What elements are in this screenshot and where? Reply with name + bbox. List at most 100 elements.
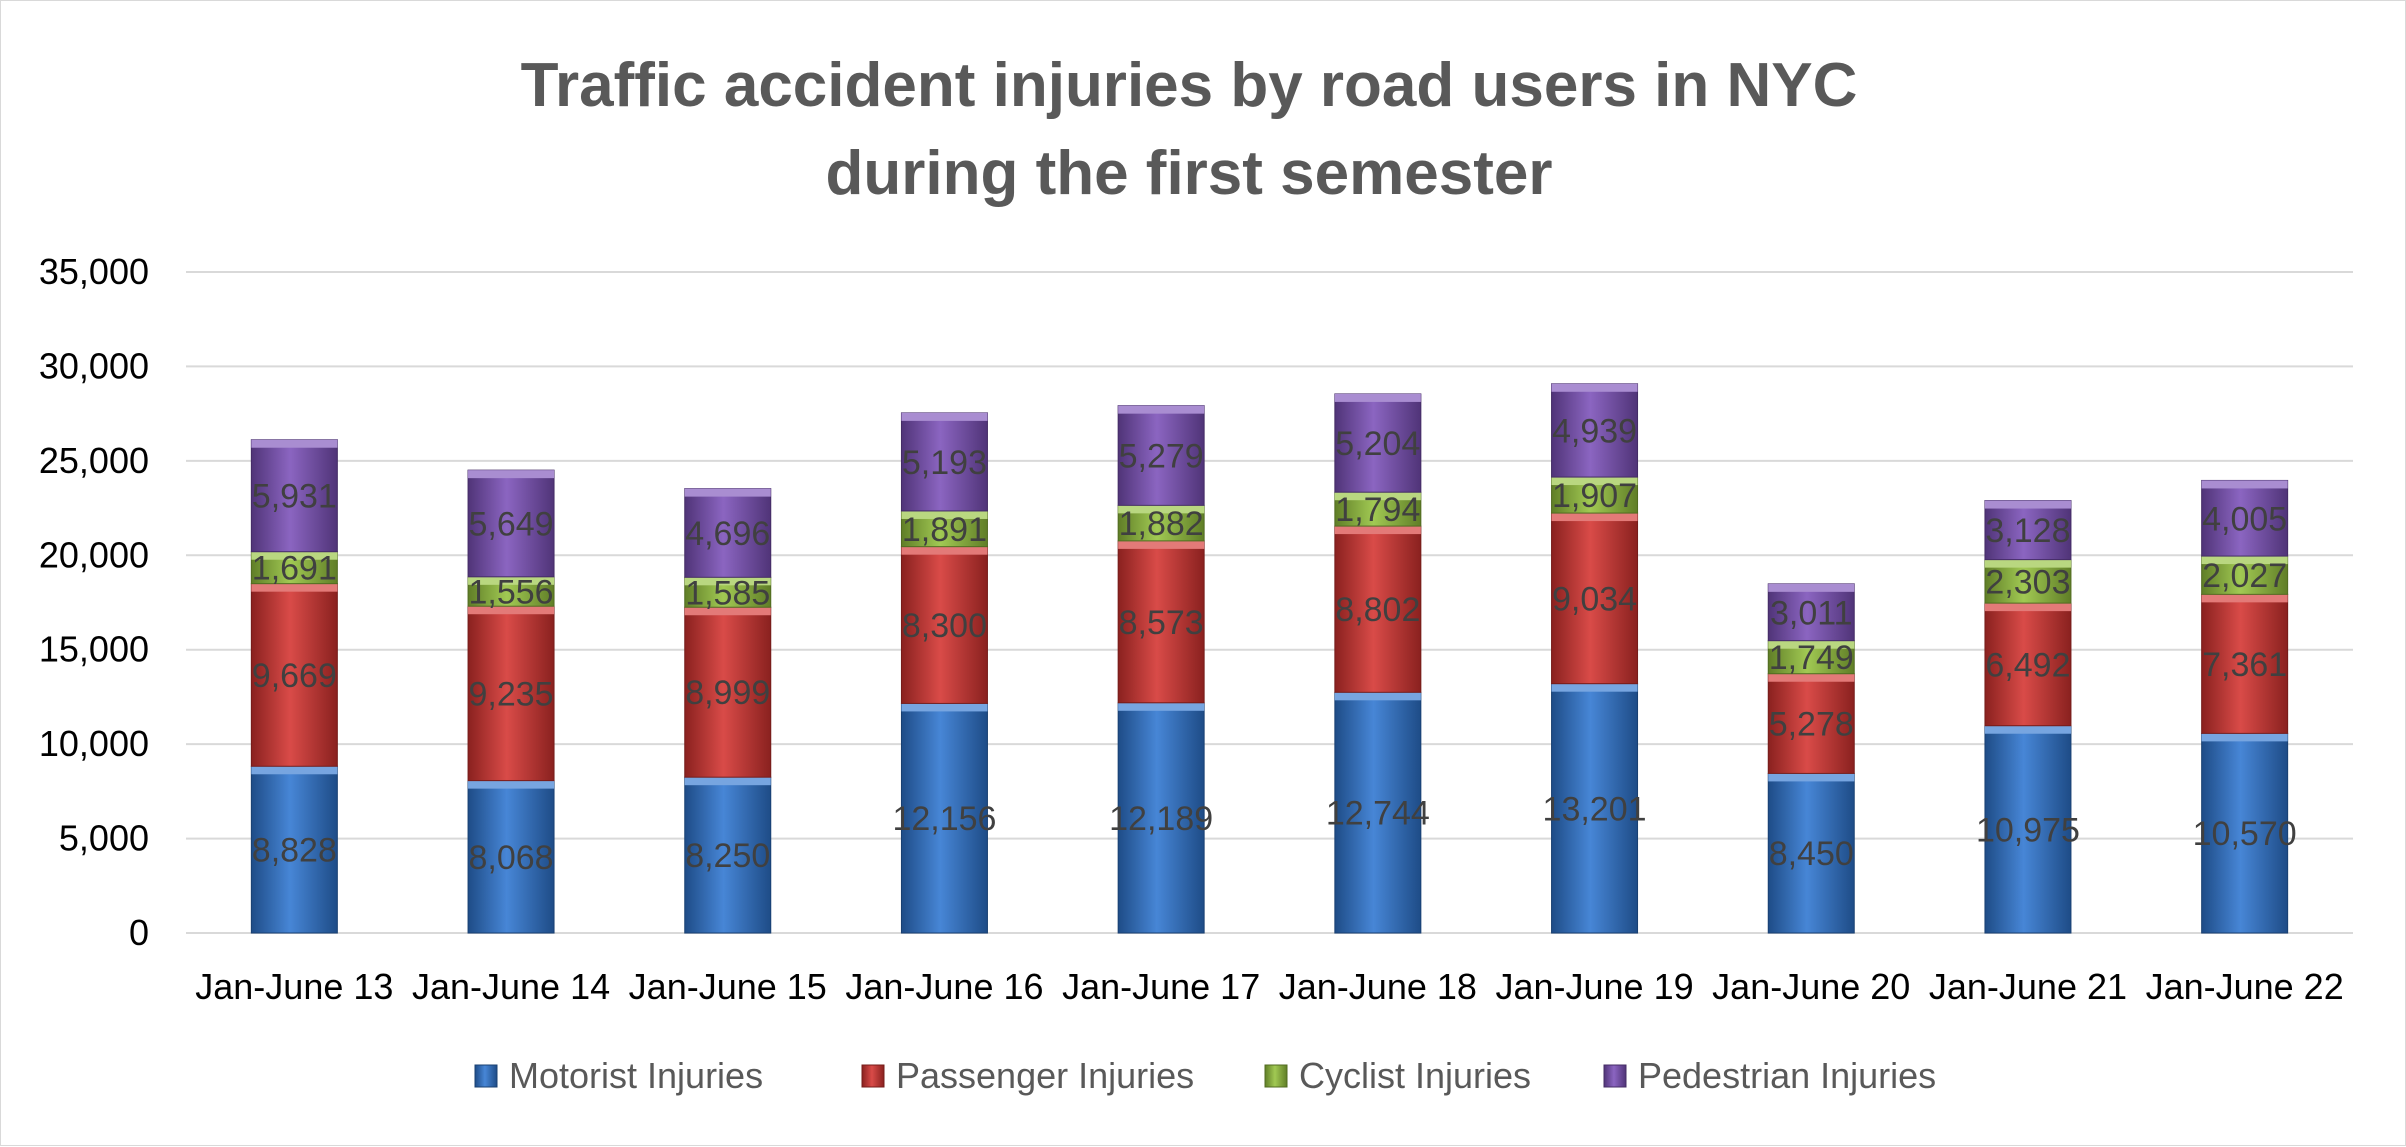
bar-top-bevel	[901, 412, 988, 421]
bar-segment-pedestrian-injuries	[1984, 500, 2072, 561]
bar	[2201, 593, 2289, 734]
bar-segment-motorist-injuries	[1767, 772, 1855, 934]
bar	[684, 488, 772, 578]
bar-segment-motorist-injuries	[1984, 725, 2072, 934]
bar-segment-pedestrian-injuries	[467, 469, 555, 578]
bar-top-bevel	[1334, 492, 1421, 501]
x-tick-label: Jan-June 19	[1495, 966, 1693, 1007]
data-label: 8,828	[252, 832, 337, 870]
legend-label: Pedestrian Injuries	[1638, 1055, 1936, 1096]
data-label: 9,669	[252, 657, 337, 695]
bar-top-bevel	[684, 777, 771, 786]
data-labels: 8,828 9,669 1,691 5,931 8,068 9,235 1,556 5,649…	[252, 412, 2297, 876]
data-label: 5,931	[252, 478, 337, 516]
bar	[467, 469, 555, 578]
bar-segment-cyclist-injuries	[2201, 555, 2289, 595]
data-label: 6,492	[1985, 646, 2070, 684]
bar-top-bevel	[684, 488, 771, 497]
legend-label: Passenger Injuries	[896, 1055, 1194, 1096]
bar-segment-pedestrian-injuries	[1551, 383, 1639, 478]
bar	[1984, 725, 2072, 934]
bar-top-bevel	[1768, 773, 1855, 782]
data-label: 7,361	[2202, 646, 2287, 684]
bar-segment-pedestrian-injuries	[1117, 405, 1205, 506]
bar	[1117, 702, 1205, 934]
bar-segment-passenger-injuries	[684, 606, 772, 778]
y-tick-label: 30,000	[39, 345, 149, 386]
bar-segment-cyclist-injuries	[1767, 640, 1855, 675]
bar	[900, 546, 988, 704]
data-label: 4,939	[1552, 412, 1637, 450]
bar-top-bevel	[684, 607, 771, 616]
bar-segment-cyclist-injuries	[1551, 476, 1639, 514]
bar	[1984, 602, 2072, 727]
data-label: 8,300	[902, 607, 987, 645]
y-tick-label: 15,000	[39, 629, 149, 670]
chart-title: Traffic accident injuries by road users …	[521, 51, 1858, 208]
legend-label: Cyclist Injuries	[1299, 1055, 1531, 1096]
bar-top-bevel	[1118, 702, 1205, 711]
bar-top-bevel	[2201, 556, 2288, 565]
bar-top-bevel	[1984, 500, 2071, 509]
data-label: 1,907	[1552, 477, 1637, 515]
legend-swatch	[474, 1064, 498, 1088]
bar-top-bevel	[1551, 477, 1638, 486]
x-tick-label: Jan-June 17	[1062, 966, 1260, 1007]
data-label: 8,068	[469, 839, 554, 877]
data-label: 5,193	[902, 444, 987, 482]
data-label: 4,005	[2202, 500, 2287, 538]
bar	[1334, 691, 1422, 934]
bars	[250, 383, 2289, 934]
data-label: 5,279	[1119, 438, 1204, 476]
x-axis-ticks: Jan-June 13 Jan-June 14 Jan-June 15 Jan-Jun…	[195, 966, 2343, 1007]
bar-segment-passenger-injuries	[1117, 540, 1205, 704]
x-tick-label: Jan-June 20	[1712, 966, 1910, 1007]
bar-segment-passenger-injuries	[1984, 602, 2072, 727]
data-label: 12,156	[892, 800, 996, 838]
x-tick-label: Jan-June 21	[1929, 966, 2127, 1007]
bar-top-bevel	[251, 439, 338, 448]
bar	[2201, 732, 2289, 934]
bar-segment-cyclist-injuries	[1334, 491, 1422, 527]
bar	[250, 439, 338, 553]
bar-segment-cyclist-injuries	[900, 510, 988, 548]
y-tick-label: 5,000	[59, 818, 149, 859]
bar-segment-passenger-injuries	[1551, 512, 1639, 685]
y-tick-label: 25,000	[39, 440, 149, 481]
bar-top-bevel	[1334, 526, 1421, 535]
x-tick-label: Jan-June 22	[2146, 966, 2344, 1007]
bar-top-bevel	[1768, 640, 1855, 649]
bar-top-bevel	[1984, 725, 2071, 734]
data-label: 5,204	[1335, 425, 1420, 463]
bar-top-bevel	[901, 703, 988, 712]
bar-top-bevel	[1984, 559, 2071, 568]
bar	[684, 776, 772, 934]
bar-top-bevel	[1551, 383, 1638, 392]
bar	[684, 606, 772, 778]
legend-item: Motorist Injuries	[474, 1055, 763, 1096]
bar	[900, 412, 988, 512]
data-label: 2,027	[2202, 557, 2287, 595]
bar-segment-pedestrian-injuries	[1334, 393, 1422, 493]
bar-top-bevel	[1334, 393, 1421, 402]
bar	[1984, 500, 2072, 561]
chart-title-line-2: during the first semester	[826, 139, 1553, 208]
legend-label: Motorist Injuries	[509, 1055, 763, 1096]
bar-segment-passenger-injuries	[1334, 525, 1422, 693]
bar	[900, 702, 988, 934]
legend-item: Cyclist Injuries	[1264, 1055, 1531, 1096]
data-label: 2,303	[1985, 563, 2070, 601]
bar-top-bevel	[1334, 692, 1421, 701]
bar-top-bevel	[251, 766, 338, 775]
data-label: 8,573	[1119, 604, 1204, 642]
y-axis-ticks: 0 5,000 10,000 15,000 20,000 25,000 30,000 35,0…	[39, 251, 149, 953]
bar-segment-passenger-injuries	[900, 546, 988, 704]
bar-top-bevel	[901, 546, 988, 555]
bar-segment-pedestrian-injuries	[2201, 479, 2289, 557]
data-label: 8,450	[1769, 835, 1854, 873]
bar-segment-passenger-injuries	[1767, 673, 1855, 774]
data-label: 8,802	[1335, 591, 1420, 629]
bar-segment-cyclist-injuries	[1984, 559, 2072, 604]
y-tick-label: 0	[129, 912, 149, 953]
bar-top-bevel	[1118, 505, 1205, 514]
